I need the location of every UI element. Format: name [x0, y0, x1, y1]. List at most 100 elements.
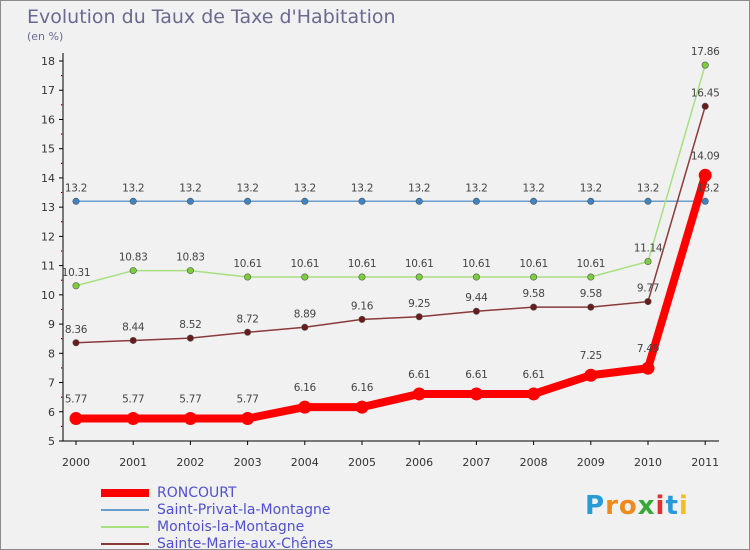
y-tick-label: 12	[41, 230, 55, 243]
plot-area	[63, 53, 739, 441]
data-point	[298, 400, 312, 414]
data-point	[587, 303, 595, 311]
x-tick-label: 2001	[119, 456, 147, 469]
data-point	[472, 197, 480, 205]
data-point	[244, 197, 252, 205]
logo-letter: P	[585, 491, 606, 521]
x-tick-label: 2003	[234, 456, 262, 469]
data-label: 9.58	[580, 288, 602, 300]
data-label: 10.31	[62, 267, 91, 279]
data-point	[530, 273, 538, 281]
data-point	[412, 387, 426, 401]
data-point	[701, 197, 709, 205]
data-point	[641, 361, 655, 375]
data-point	[186, 334, 194, 342]
data-label: 10.61	[577, 258, 606, 270]
data-point	[186, 267, 194, 275]
data-point	[241, 411, 255, 425]
legend-label: Sainte-Marie-aux-Chênes	[157, 536, 334, 550]
x-tick-label: 2000	[62, 456, 90, 469]
data-point	[72, 197, 80, 205]
data-label: 9.16	[351, 300, 374, 312]
data-label: 13.2	[408, 182, 430, 194]
series-line-roncourt	[76, 174, 710, 423]
y-tick-label: 16	[41, 113, 55, 126]
chart-title: Evolution du Taux de Taxe d'Habitation	[27, 6, 396, 28]
data-point	[415, 197, 423, 205]
data-label: 16.45	[691, 87, 720, 99]
legend-label: Montois-la-Montagne	[157, 519, 305, 535]
y-tick-label: 8	[48, 347, 55, 360]
data-label: 10.61	[462, 258, 491, 270]
data-point	[183, 411, 197, 425]
data-point	[701, 61, 709, 69]
y-tick-label: 18	[41, 55, 55, 68]
data-point	[469, 387, 483, 401]
data-point	[126, 411, 140, 425]
data-label: 8.36	[65, 324, 88, 336]
proxiti-logo: Proxiti	[585, 491, 689, 521]
data-label: 8.52	[179, 319, 201, 331]
data-point	[186, 197, 194, 205]
data-label: 6.61	[408, 369, 430, 381]
data-label: 13.2	[351, 182, 373, 194]
data-label: 6.61	[465, 369, 487, 381]
y-tick-label: 7	[48, 377, 55, 390]
data-point	[698, 168, 712, 182]
data-label: 7.49	[637, 343, 659, 355]
logo-letter: t	[665, 491, 679, 521]
logo-letter: i	[655, 491, 666, 521]
x-tick-label: 2006	[405, 456, 433, 469]
x-tick-label: 2010	[634, 456, 662, 469]
series-line-sainte-marie-aux-ch-nes	[75, 106, 706, 344]
x-tick-label: 2008	[520, 456, 548, 469]
legend-label: RONCOURT	[157, 485, 237, 501]
data-point	[415, 273, 423, 281]
data-point	[129, 267, 137, 275]
x-tick-label: 2011	[691, 456, 719, 469]
data-point	[530, 303, 538, 311]
y-tick-label: 10	[41, 289, 55, 302]
data-point	[584, 368, 598, 382]
data-point	[527, 387, 541, 401]
x-tick-label: 2009	[577, 456, 605, 469]
data-label: 10.83	[176, 252, 205, 264]
data-label: 10.61	[348, 258, 377, 270]
data-point	[72, 282, 80, 290]
data-point	[701, 102, 709, 110]
data-label: 13.2	[179, 182, 201, 194]
data-label: 13.2	[697, 182, 719, 194]
data-label: 5.77	[179, 393, 201, 405]
data-label: 10.61	[405, 258, 434, 270]
data-point	[644, 258, 652, 266]
data-label: 14.09	[691, 150, 720, 162]
x-tick-label: 2007	[462, 456, 490, 469]
data-point	[301, 273, 309, 281]
data-label: 11.14	[634, 243, 663, 255]
data-point	[472, 307, 480, 315]
data-label: 10.61	[519, 258, 548, 270]
y-tick-label: 15	[41, 143, 55, 156]
data-label: 13.2	[465, 182, 487, 194]
data-label: 13.2	[237, 182, 259, 194]
data-point	[355, 400, 369, 414]
logo-letter: o	[618, 491, 638, 521]
data-label: 17.86	[691, 46, 720, 58]
x-tick-label: 2002	[176, 456, 204, 469]
data-label: 13.2	[523, 182, 545, 194]
legend-label: Saint-Privat-la-Montagne	[157, 502, 331, 518]
data-label: 9.77	[637, 283, 659, 295]
data-label: 8.89	[294, 308, 316, 320]
y-tick-label: 14	[41, 172, 55, 185]
legend-swatch	[101, 509, 149, 511]
data-point	[472, 273, 480, 281]
data-point	[358, 273, 366, 281]
legend-swatch	[101, 543, 149, 545]
series-line-montois-la-montagne	[75, 64, 706, 287]
logo-letter: x	[637, 491, 656, 521]
y-tick-label: 5	[48, 435, 55, 448]
data-label: 6.16	[294, 382, 317, 394]
data-label: 10.61	[291, 258, 320, 270]
